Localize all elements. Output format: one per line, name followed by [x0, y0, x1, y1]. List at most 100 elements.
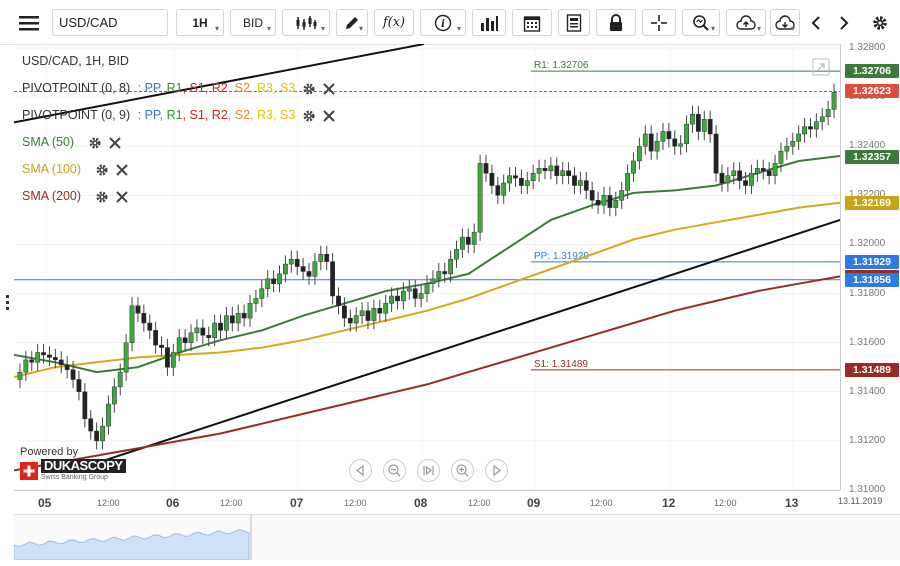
time-tick-label: 12:00	[344, 498, 367, 508]
candle	[477, 154, 483, 241]
candle	[790, 132, 796, 155]
candle	[530, 164, 536, 190]
pivot-remove-close-icon[interactable]	[322, 109, 336, 123]
panel-drag-handle[interactable]	[6, 294, 10, 312]
time-tick-label: 13	[785, 496, 799, 510]
sma-50-line	[14, 155, 840, 374]
sma-remove-close-icon[interactable]	[115, 190, 129, 204]
trendline-lower[interactable]	[103, 218, 840, 462]
candle	[725, 167, 731, 192]
pan-left-button[interactable]	[349, 459, 372, 482]
time-axis[interactable]: 05 12:00 06 12:00 07 12:00 08 12:00 09 12:00 12 12:…	[14, 490, 840, 515]
sma-remove-close-icon[interactable]	[115, 163, 129, 177]
candle	[672, 130, 678, 155]
swiss-cross-icon	[20, 461, 38, 480]
candle	[165, 338, 170, 376]
lock-button[interactable]	[596, 9, 636, 36]
candle	[654, 132, 660, 160]
price-tick-label: 1.31000	[849, 484, 886, 495]
side-selector[interactable]: BID ▾	[230, 9, 276, 36]
candle	[58, 351, 64, 374]
info-icon: i	[434, 14, 452, 31]
candle	[318, 245, 324, 271]
candle	[766, 162, 772, 185]
candle	[507, 167, 512, 192]
candle	[82, 383, 88, 428]
sma-settings-gear-icon[interactable]	[95, 163, 109, 177]
draw-tool-button[interactable]: ▾	[336, 9, 368, 36]
trendline-upper[interactable]	[14, 44, 425, 124]
calendar-button[interactable]	[512, 9, 552, 36]
candle	[229, 307, 235, 332]
time-axis-end-date: 13.11.2019	[838, 496, 883, 506]
crosshair-icon	[651, 14, 667, 31]
expand-icon	[812, 58, 830, 76]
candle	[117, 363, 123, 396]
indicators-button[interactable]: f(x)	[374, 9, 414, 36]
candle	[194, 319, 200, 342]
time-tick-label: 12:00	[468, 498, 491, 508]
symbol-selector[interactable]: USD/CAD	[52, 9, 168, 36]
candle	[218, 314, 223, 339]
download-button[interactable]: ▾	[770, 9, 800, 36]
settings-button[interactable]	[866, 9, 894, 36]
candle	[111, 378, 117, 413]
period-selector[interactable]: 1H ▾	[176, 9, 224, 36]
zoom-in-button[interactable]	[451, 459, 474, 482]
price-tag: 1.32706	[845, 64, 899, 79]
price-tick-label: 1.31600	[849, 336, 886, 348]
candle	[436, 262, 442, 288]
info-button[interactable]: i ▾	[420, 9, 466, 36]
chevron-left-icon	[811, 15, 820, 30]
pan-right-button[interactable]	[485, 459, 508, 482]
price-chart: R1: 1.32706 PP: 1.31929 S1: 1.31489	[14, 44, 840, 490]
maximize-button[interactable]	[812, 58, 830, 79]
calendar-icon	[523, 15, 541, 32]
candle	[554, 157, 560, 185]
price-tick-label: 1.31200	[849, 434, 886, 446]
zoom-button[interactable]: ▾	[682, 9, 720, 36]
candle	[825, 100, 831, 126]
scroll-right-button[interactable]	[832, 9, 856, 36]
range-navigator[interactable]	[13, 514, 900, 561]
pivot-remove-close-icon[interactable]	[322, 82, 336, 96]
candle	[695, 105, 701, 141]
candle	[277, 265, 282, 293]
candle	[324, 245, 330, 271]
candle	[41, 343, 46, 364]
time-tick-label: 12	[662, 496, 676, 510]
candle	[23, 351, 29, 381]
chart-type-button[interactable]: ▾	[282, 9, 330, 36]
bar-chart-icon	[481, 15, 498, 31]
zoom-out-button[interactable]	[383, 459, 406, 482]
candle	[454, 240, 459, 268]
time-tick-label: 12:00	[220, 498, 243, 508]
pivot-settings-gear-icon[interactable]	[302, 109, 316, 123]
chart-area[interactable]: R1: 1.32706 PP: 1.31929 S1: 1.31489	[14, 44, 840, 490]
candle	[52, 348, 58, 369]
candle	[524, 172, 530, 195]
candle	[100, 417, 105, 450]
sma-settings-gear-icon[interactable]	[88, 136, 102, 150]
candle	[660, 122, 666, 150]
reset-view-button[interactable]	[417, 459, 440, 482]
candle	[29, 351, 35, 371]
crosshair-button[interactable]	[642, 9, 676, 36]
candle	[312, 253, 318, 285]
candle	[294, 250, 300, 276]
price-axis[interactable]: 1.328001.326001.324001.322001.320001.318…	[840, 42, 900, 495]
brand-tagline: Swiss Banking Group	[41, 474, 108, 481]
volume-button[interactable]	[472, 9, 506, 36]
scroll-left-button[interactable]	[804, 9, 828, 36]
report-button[interactable]	[558, 9, 590, 36]
candle	[365, 302, 371, 330]
upload-button[interactable]: ▾	[726, 9, 766, 36]
menu-button[interactable]	[12, 9, 46, 36]
sma-remove-close-icon[interactable]	[108, 136, 122, 150]
sma-settings-gear-icon[interactable]	[95, 190, 109, 204]
candle	[442, 262, 448, 283]
candle	[636, 137, 642, 170]
candle	[283, 255, 288, 283]
candle	[17, 363, 23, 389]
pivot-settings-gear-icon[interactable]	[302, 82, 316, 96]
